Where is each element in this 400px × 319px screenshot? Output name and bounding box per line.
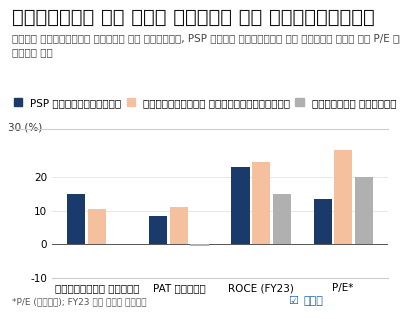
Bar xyxy=(67,194,85,244)
Bar xyxy=(88,209,106,244)
Bar xyxy=(272,194,291,244)
Bar xyxy=(252,162,270,244)
Legend: PSP प्रोजेक्ट्स, अहलूवालिया कॉन्ट्रैक्ट्स, कैपेसिट इंफ्रा: PSP प्रोजेक्ट्स, अहलूवालिया कॉन्ट्रैक्ट्… xyxy=(14,98,396,108)
Text: धनक: धनक xyxy=(304,296,324,306)
Text: 30 (%): 30 (%) xyxy=(8,123,42,133)
Bar xyxy=(355,177,373,244)
Bar xyxy=(190,244,208,246)
Text: साथियों के साथ तुलना और वैल्यूएशन: साथियों के साथ तुलना और वैल्यूएशन xyxy=(12,8,375,27)
Text: *P/E (गुना); FY23 के लिए डेटा: *P/E (गुना); FY23 के लिए डेटा xyxy=(12,297,146,306)
Bar xyxy=(314,199,332,244)
Bar xyxy=(170,207,188,244)
Bar xyxy=(149,216,168,244)
Bar xyxy=(334,150,352,244)
Text: तेज़ रेवेन्यू ग्रोथ के बावजूद, PSP अपने साथियों की तुलना में कम P/E पर क़ारोबार
: तेज़ रेवेन्यू ग्रोथ के बावजूद, PSP अपने … xyxy=(12,33,400,57)
Bar xyxy=(232,167,250,244)
Text: ☑: ☑ xyxy=(288,296,298,306)
